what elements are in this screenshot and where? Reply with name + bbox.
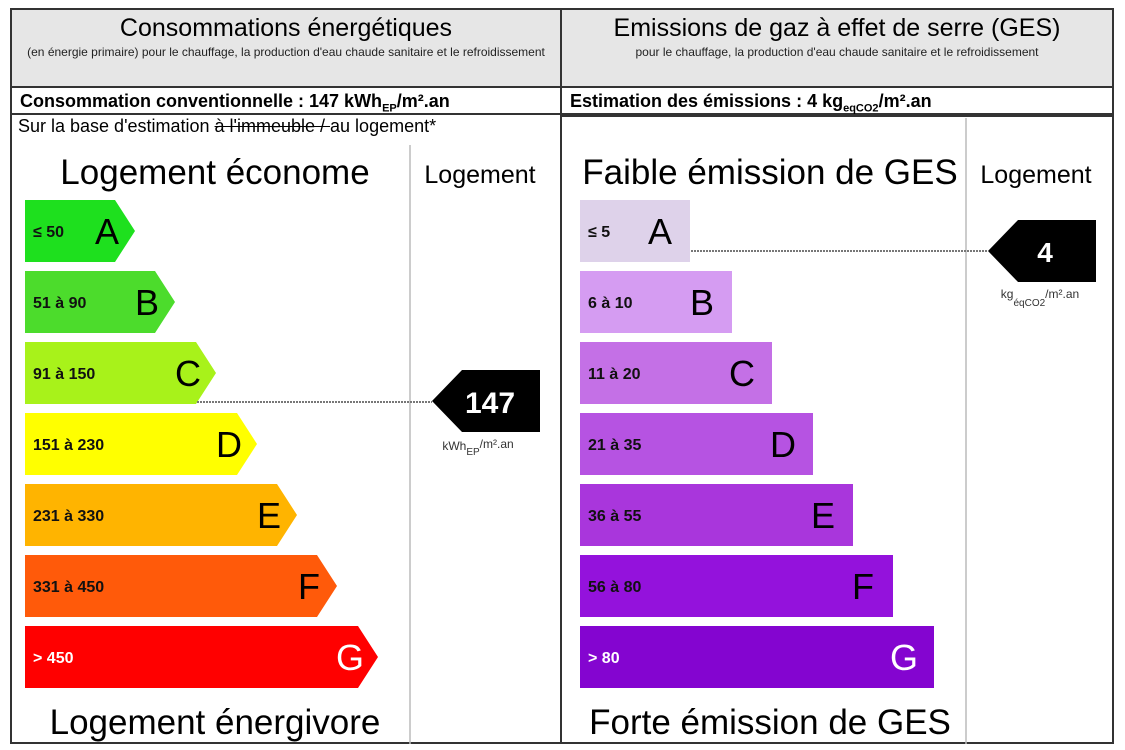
energy-marker [432,370,540,432]
energy-range-f: 331 à 450 [33,579,104,596]
energy-range-c: 91 à 150 [33,366,95,383]
energy-bar-f [25,555,337,617]
label-frame [10,8,1114,744]
ges-class-f: F [852,566,874,607]
ges-range-d: 21 à 35 [588,437,641,454]
ges-header: Emissions de gaz à effet de serre (GES) … [562,10,1112,88]
energy-title: Consommations énergétiques [119,14,453,42]
ges-column-label: Logement [980,161,1091,189]
energy-range-g: > 450 [33,650,74,667]
ges-range-f: 56 à 80 [588,579,641,596]
ges-marker-value: 4 [1037,237,1053,268]
ges-range-a: ≤ 5 [588,224,610,241]
column-divider [560,8,562,744]
ges-row-divider [562,115,1112,117]
ges-bar-e [580,484,853,546]
ges-bar-g [580,626,934,688]
ges-class-c: C [729,353,755,394]
energy-range-b: 51 à 90 [33,295,86,312]
ges-marker [988,220,1096,282]
energy-bottom-label: Logement énergivore [50,703,381,742]
energy-class-e: E [257,495,281,536]
ges-summary: Estimation des émissions : 4 kgeqCO2/m².… [562,88,1112,115]
ges-top-label: Faible émission de GES [582,153,957,192]
ges-marker-unit: kgéqCO2/m².an [1001,287,1079,309]
energy-summary: Consommation conventionnelle : 147 kWhEP… [12,88,560,115]
estimation-basis: Sur la base d'estimation à l'immeuble / … [18,116,437,136]
energy-class-c: C [175,353,201,394]
energy-bar-d [25,413,257,475]
energy-class-g: G [336,637,364,678]
energy-range-a: ≤ 50 [33,224,64,241]
ges-class-d: D [770,424,796,465]
energy-bar-c [25,342,216,404]
ges-class-g: G [890,637,918,678]
energy-range-d: 151 à 230 [33,437,104,454]
ges-range-c: 11 à 20 [588,366,641,383]
energy-class-a: A [95,211,119,252]
energy-class-f: F [298,566,320,607]
energy-subtitle: (en énergie primaire) pour le chauffage,… [27,45,545,59]
energy-bar-g [25,626,378,688]
energy-class-d: D [216,424,242,465]
energy-bar-a [25,200,135,262]
energy-marker-unit: kWhEP/m².an [442,437,513,458]
energy-marker-value: 147 [465,387,515,420]
ges-range-g: > 80 [588,650,620,667]
ges-bar-a [580,200,690,262]
ges-bottom-label: Forte émission de GES [589,703,951,742]
energy-bar-e [25,484,297,546]
energy-class-b: B [135,282,159,323]
energy-column-label: Logement [424,161,535,189]
ges-bar-d [580,413,813,475]
ges-title: Emissions de gaz à effet de serre (GES) [613,14,1061,42]
energy-range-e: 231 à 330 [33,508,104,525]
ges-class-b: B [690,282,714,323]
ges-class-e: E [811,495,835,536]
energy-header: Consommations énergétiques (en énergie p… [12,10,560,88]
ges-class-a: A [648,211,672,252]
ges-range-e: 36 à 55 [588,508,641,525]
ges-bar-c [580,342,772,404]
ges-range-b: 6 à 10 [588,295,633,312]
energy-bar-b [25,271,175,333]
ges-bar-b [580,271,732,333]
ges-bar-f [580,555,893,617]
ges-subtitle: pour le chauffage, la production d'eau c… [635,45,1039,59]
energy-top-label: Logement économe [60,153,369,192]
